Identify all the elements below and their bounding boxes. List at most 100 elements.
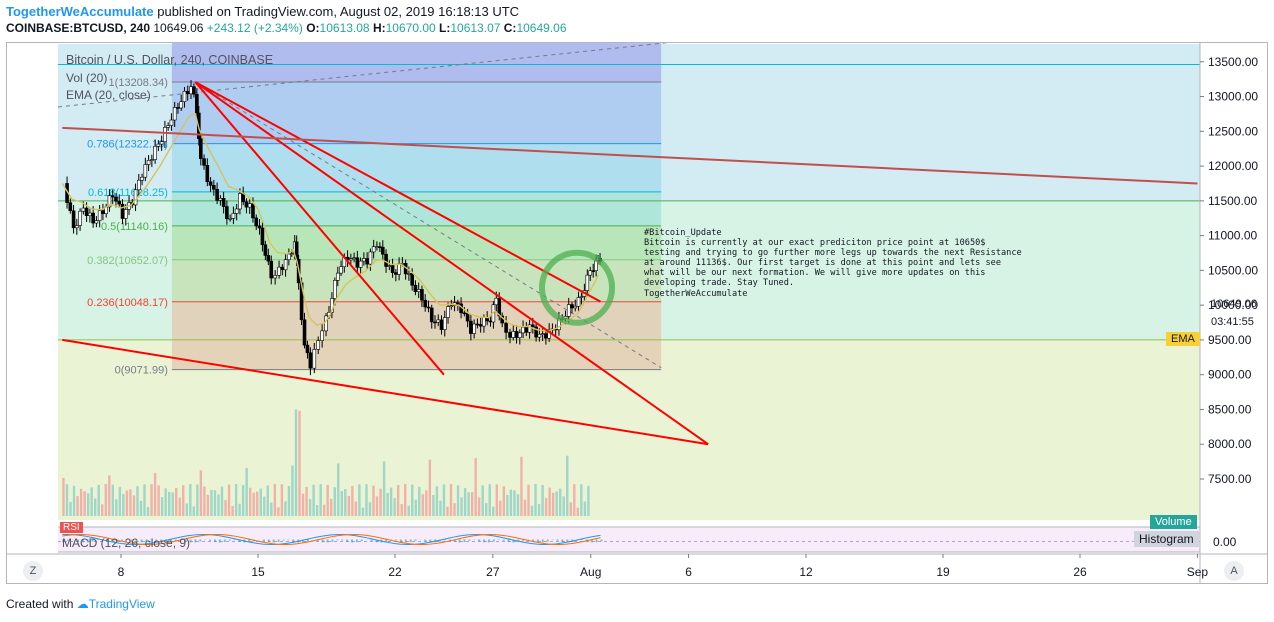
macd-histogram-bar bbox=[346, 539, 349, 542]
ohlc-line: COINBASE:BTCUSD, 240 10649.06 +243.12 (+… bbox=[6, 21, 567, 35]
macd-histogram-bar bbox=[487, 539, 490, 543]
candle-body bbox=[140, 176, 144, 181]
volume-bar bbox=[171, 492, 174, 516]
macd-histogram-bar bbox=[302, 539, 305, 543]
price-axis-label: 13000.00 bbox=[1208, 90, 1258, 104]
volume-bar bbox=[199, 470, 203, 516]
volume-bar bbox=[79, 488, 83, 516]
macd-signal-line bbox=[62, 534, 601, 545]
zoom-button[interactable]: Z bbox=[23, 561, 43, 581]
volume-bar bbox=[132, 495, 136, 516]
volume-bar bbox=[477, 497, 481, 516]
volume-bar bbox=[404, 484, 407, 516]
macd-histogram-bar bbox=[336, 539, 339, 541]
volume-bar bbox=[375, 496, 379, 516]
macd-histogram-bar bbox=[189, 539, 192, 543]
volume-bar bbox=[541, 485, 544, 516]
candle-body bbox=[358, 260, 363, 268]
volume-bar bbox=[456, 485, 460, 516]
volume-bar bbox=[411, 484, 414, 516]
volume-bar bbox=[400, 504, 403, 516]
macd-histogram-bar bbox=[404, 539, 407, 543]
candle-body bbox=[228, 218, 232, 220]
auto-scale-button[interactable]: A bbox=[1224, 561, 1244, 581]
candle-body bbox=[269, 260, 274, 279]
red-trendline bbox=[62, 126, 1198, 185]
volume-bar bbox=[470, 492, 474, 516]
volume-bar bbox=[93, 498, 97, 516]
macd-histogram-bar bbox=[86, 539, 89, 543]
volume-bar bbox=[322, 504, 326, 516]
candle-body bbox=[263, 244, 268, 256]
fib-level-label: 0.382(10652.07) bbox=[87, 255, 168, 267]
candle-body bbox=[390, 265, 395, 273]
volume-bar bbox=[101, 504, 104, 516]
volume-bar bbox=[330, 498, 333, 516]
macd-histogram-bar bbox=[292, 539, 295, 542]
macd-histogram-bar bbox=[590, 539, 593, 543]
macd-histogram-bar bbox=[424, 539, 427, 542]
candle-body bbox=[446, 306, 450, 318]
volume-bar bbox=[213, 490, 217, 516]
macd-histogram-bar bbox=[130, 539, 133, 542]
symbol-label: COINBASE:BTCUSD, 240 bbox=[6, 21, 151, 35]
candle-body bbox=[371, 246, 376, 253]
volume-bar bbox=[167, 491, 171, 516]
volume-bar bbox=[523, 499, 527, 516]
volume-bar bbox=[460, 497, 463, 516]
macd-histogram-bar bbox=[145, 539, 148, 542]
ema-tag: EMA bbox=[1166, 332, 1200, 346]
volume-bar bbox=[555, 491, 558, 516]
fib-zone bbox=[171, 301, 662, 370]
macd-histogram-bar bbox=[556, 539, 559, 541]
volume-bar bbox=[488, 484, 491, 516]
macd-histogram-bar bbox=[62, 539, 65, 543]
macd-histogram-bar bbox=[282, 539, 285, 541]
macd-histogram-bar bbox=[135, 539, 138, 543]
red-trendline bbox=[62, 338, 709, 446]
open-value: 10613.08 bbox=[319, 21, 370, 35]
macd-histogram-bar bbox=[194, 539, 197, 543]
volume-bar bbox=[463, 488, 467, 516]
candle-body bbox=[534, 326, 538, 338]
volume-bar bbox=[182, 485, 185, 516]
volume-bar bbox=[315, 505, 319, 516]
price-axis-label: 12000.00 bbox=[1208, 159, 1258, 173]
price-axis-label: 11000.00 bbox=[1208, 229, 1257, 243]
candle-body bbox=[339, 266, 343, 274]
macd-histogram-bar bbox=[209, 539, 212, 541]
author-link[interactable]: TogetherWeAccumulate bbox=[6, 4, 154, 19]
price-axis-label: 13500.00 bbox=[1208, 55, 1258, 69]
volume-bar bbox=[224, 500, 227, 516]
volume-bar bbox=[439, 500, 442, 516]
macd-histogram-bar bbox=[116, 539, 119, 543]
macd-histogram-bar bbox=[399, 539, 402, 542]
macd-histogram-bar bbox=[414, 539, 417, 541]
price-chart[interactable]: 1(13208.34)0.786(12322.16)0.618(11628.25… bbox=[6, 42, 1268, 584]
volume-bar bbox=[516, 494, 520, 516]
volume-bar bbox=[428, 459, 432, 516]
fib-zone bbox=[171, 42, 662, 83]
candle-body bbox=[472, 323, 476, 334]
candle-body bbox=[221, 198, 226, 207]
time-axis-label: 15 bbox=[251, 565, 265, 579]
candle-body bbox=[429, 307, 434, 323]
tradingview-link[interactable]: TradingView bbox=[88, 597, 155, 611]
volume-bar bbox=[90, 487, 93, 516]
candle-body bbox=[591, 270, 595, 272]
macd-histogram-bar bbox=[96, 539, 99, 541]
candle-body bbox=[192, 86, 196, 95]
volume-bar bbox=[414, 499, 417, 516]
macd-histogram-bar bbox=[468, 539, 471, 541]
macd-histogram-bar bbox=[580, 539, 583, 541]
macd-histogram-bar bbox=[111, 539, 114, 543]
close-label: C: bbox=[503, 21, 517, 35]
volume-bar bbox=[139, 500, 143, 516]
candle-body bbox=[273, 275, 277, 279]
candle-body bbox=[156, 143, 161, 147]
candle-body bbox=[195, 93, 199, 114]
candle-body bbox=[423, 299, 428, 308]
volume-bar bbox=[530, 505, 534, 516]
volume-bar bbox=[344, 489, 347, 516]
candle-body bbox=[71, 210, 76, 229]
